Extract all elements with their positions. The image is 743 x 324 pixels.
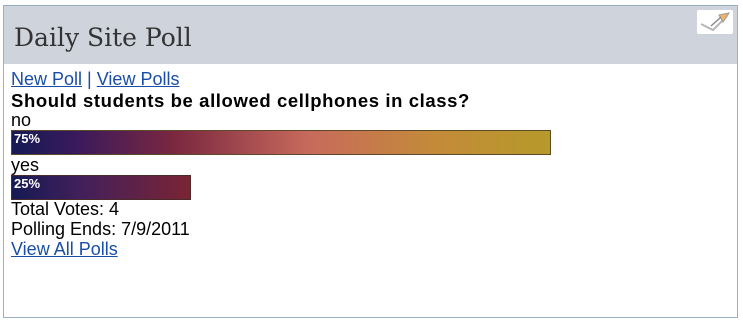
poll-widget: Daily Site Poll New Poll | View Polls Sh… — [3, 5, 738, 318]
polling-ends: Polling Ends: 7/9/2011 — [11, 219, 190, 239]
option-label-yes: yes — [11, 155, 40, 175]
option-percent-no: 75% — [14, 131, 41, 146]
poll-links: New Poll | View Polls — [11, 70, 731, 90]
poll-header: Daily Site Poll — [4, 6, 737, 64]
edit-pencil-icon[interactable] — [697, 10, 733, 34]
option-bar-no: 75% — [11, 130, 551, 155]
new-poll-link[interactable]: New Poll — [11, 69, 83, 89]
view-polls-link[interactable]: View Polls — [96, 69, 180, 89]
total-votes: Total Votes: 4 — [11, 199, 120, 219]
option-bar-fill-no: 75% — [11, 130, 551, 155]
poll-title: Daily Site Poll — [14, 23, 192, 52]
poll-body: New Poll | View Polls Should students be… — [11, 70, 731, 260]
poll-question: Should students be allowed cellphones in… — [11, 90, 470, 111]
option-bar-yes: 25% — [11, 175, 551, 200]
links-separator: | — [87, 69, 92, 89]
view-all-polls-link[interactable]: View All Polls — [11, 239, 118, 259]
option-percent-yes: 25% — [14, 176, 41, 191]
option-label-no: no — [11, 110, 32, 130]
option-bar-fill-yes: 25% — [11, 175, 191, 200]
